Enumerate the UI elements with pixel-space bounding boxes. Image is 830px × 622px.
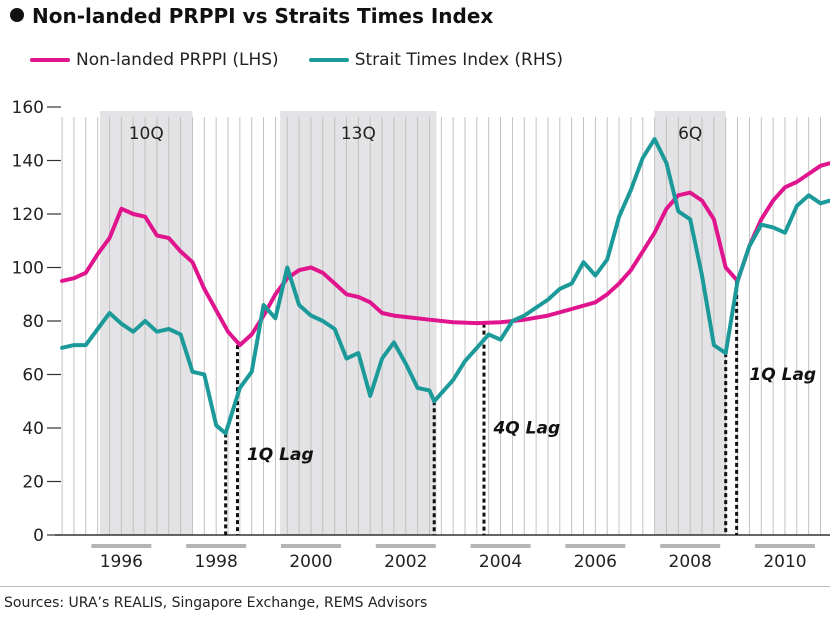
- line-chart: 10Q 13Q 6Q 0 20 40 60 80 100 120 140 160 1996 1998 200…: [12, 98, 830, 572]
- x-tick-label-4: 2004: [479, 552, 522, 572]
- x-tick-bar-0: [91, 544, 152, 548]
- x-tick-label-1: 1998: [195, 552, 238, 572]
- y-tick-label-5: 100: [12, 259, 44, 279]
- legend-swatch-prppi: [30, 58, 70, 62]
- x-tick-bar-6: [660, 544, 721, 548]
- y-tick-label-0: 0: [33, 526, 44, 546]
- x-tick-bar-2: [280, 544, 341, 548]
- x-tick-label-3: 2002: [384, 552, 427, 572]
- legend-item-sti: Strait Times Index (RHS): [308, 50, 564, 70]
- y-tick-label-3: 60: [22, 366, 44, 386]
- legend-label-sti: Strait Times Index (RHS): [354, 50, 564, 70]
- legend-swatch-sti: [308, 58, 349, 62]
- series-line-0: [60, 161, 830, 348]
- x-tick-bar-7: [754, 544, 815, 548]
- y-tick-label-4: 80: [22, 312, 44, 332]
- y-tick-label-7: 140: [12, 152, 44, 172]
- legend-item-prppi: Non-landed PRPPI (LHS): [30, 50, 279, 70]
- chart-title: Non-landed PRPPI vs Straits Times Index: [10, 4, 493, 28]
- x-tick-bar-4: [470, 544, 531, 548]
- y-tick-label-6: 120: [12, 205, 44, 225]
- lag-label-0: 1Q Lag: [247, 445, 314, 465]
- y-tick-label-2: 40: [22, 419, 44, 439]
- lag-label-3: 1Q Lag: [749, 365, 816, 385]
- x-tick-label-6: 2008: [669, 552, 712, 572]
- source-divider: [0, 586, 830, 587]
- lag-label-2: 4Q Lag: [492, 418, 560, 438]
- bullet-dot-icon: [10, 8, 24, 22]
- source-note: Sources: URA’s REALIS, Singapore Exchang…: [4, 595, 428, 611]
- chart-title-text: Non-landed PRPPI vs Straits Times Index: [32, 4, 494, 28]
- x-tick-bar-5: [565, 544, 626, 548]
- x-tick-label-7: 2010: [763, 552, 806, 572]
- x-tick-label-2: 2000: [289, 552, 332, 572]
- series-line-1: [60, 137, 830, 436]
- x-tick-bar-3: [375, 544, 436, 548]
- shaded-period-label-2: 6Q: [678, 124, 702, 144]
- shaded-period-label-1: 13Q: [341, 124, 376, 144]
- legend-label-prppi: Non-landed PRPPI (LHS): [76, 50, 279, 70]
- y-tick-label-1: 20: [22, 473, 44, 493]
- x-tick-label-0: 1996: [100, 552, 143, 572]
- x-tick-label-5: 2006: [574, 552, 617, 572]
- x-tick-bar-1: [186, 544, 247, 548]
- y-tick-label-8: 160: [12, 98, 44, 118]
- chart-legend: Non-landed PRPPI (LHS) Strait Times Inde…: [30, 47, 593, 73]
- shaded-period-label-0: 10Q: [129, 124, 164, 144]
